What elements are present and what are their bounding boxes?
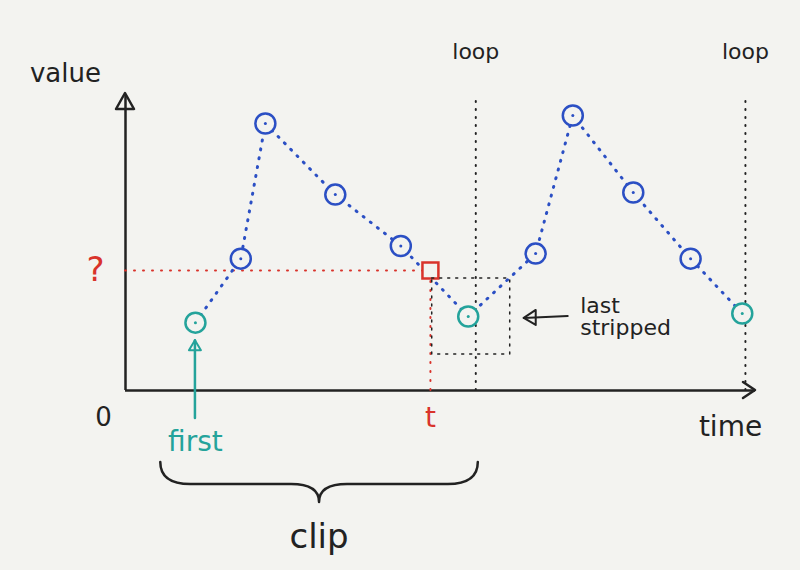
svg-text:loop: loop xyxy=(722,39,769,64)
svg-text:value: value xyxy=(30,58,101,88)
svg-text:loop: loop xyxy=(452,39,499,64)
svg-text:laststripped: laststripped xyxy=(580,292,671,339)
svg-text:?: ? xyxy=(86,249,104,289)
svg-text:0: 0 xyxy=(95,402,112,432)
svg-text:time: time xyxy=(699,410,762,443)
svg-text:clip: clip xyxy=(289,516,348,556)
svg-text:first: first xyxy=(168,425,223,458)
svg-text:t: t xyxy=(425,401,436,434)
